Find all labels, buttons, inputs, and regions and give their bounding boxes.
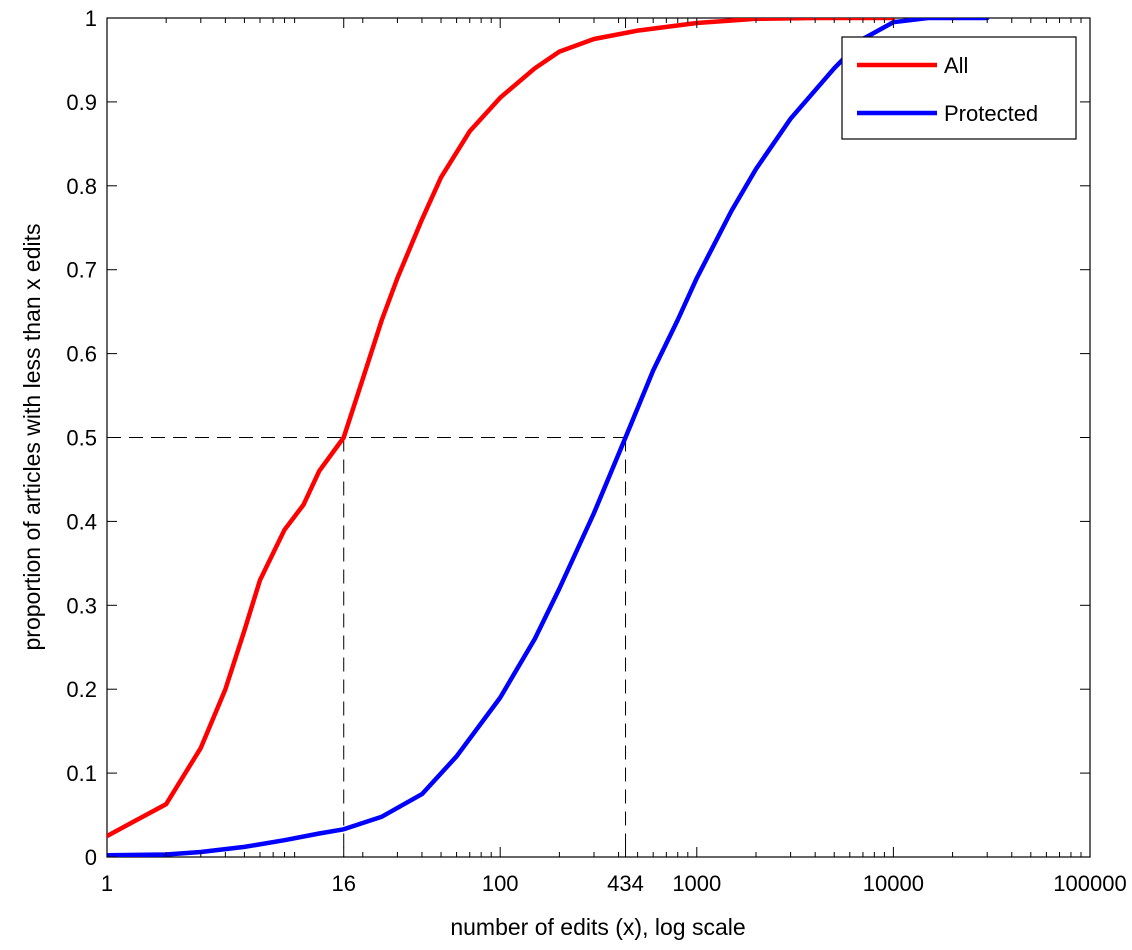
y-tick-label: 1 [85, 6, 97, 31]
axis-ticks: 1 16 100 434 1000 10000 100000 0 0.1 0.2 0.3 0.4 0.5… [66, 6, 1126, 896]
legend-label-protected: Protected [944, 101, 1038, 126]
y-tick-label: 0.6 [66, 342, 97, 367]
series-layer [107, 18, 990, 857]
y-tick-label: 0.7 [66, 258, 97, 283]
x-tick-label: 100 [482, 871, 519, 896]
y-tick-label: 0.9 [66, 90, 97, 115]
series-line-all [107, 18, 896, 839]
legend-box [841, 36, 1077, 140]
y-tick-label: 0.5 [66, 426, 97, 451]
y-axis-label: proportion of articles with less than x … [19, 224, 45, 651]
legend-label-all: All [944, 53, 968, 78]
x-tick-label: 16 [331, 871, 355, 896]
x-axis-label: number of edits (x), log scale [450, 914, 745, 940]
y-tick-label: 0.2 [66, 677, 97, 702]
series-line-protected [107, 18, 990, 857]
y-tick-label: 0.3 [66, 593, 97, 618]
x-tick-label: 434 [607, 871, 644, 896]
reference-lines [107, 437, 627, 857]
legend: All Protected [841, 36, 1077, 140]
x-tick-label: 100000 [1053, 871, 1126, 896]
y-tick-label: 0.4 [66, 509, 97, 534]
y-tick-label: 0.1 [66, 761, 97, 786]
x-tick-label: 1000 [672, 871, 721, 896]
x-tick-label: 10000 [863, 871, 924, 896]
y-tick-label: 0 [85, 845, 97, 870]
x-tick-label: 1 [101, 871, 113, 896]
y-tick-label: 0.8 [66, 174, 97, 199]
